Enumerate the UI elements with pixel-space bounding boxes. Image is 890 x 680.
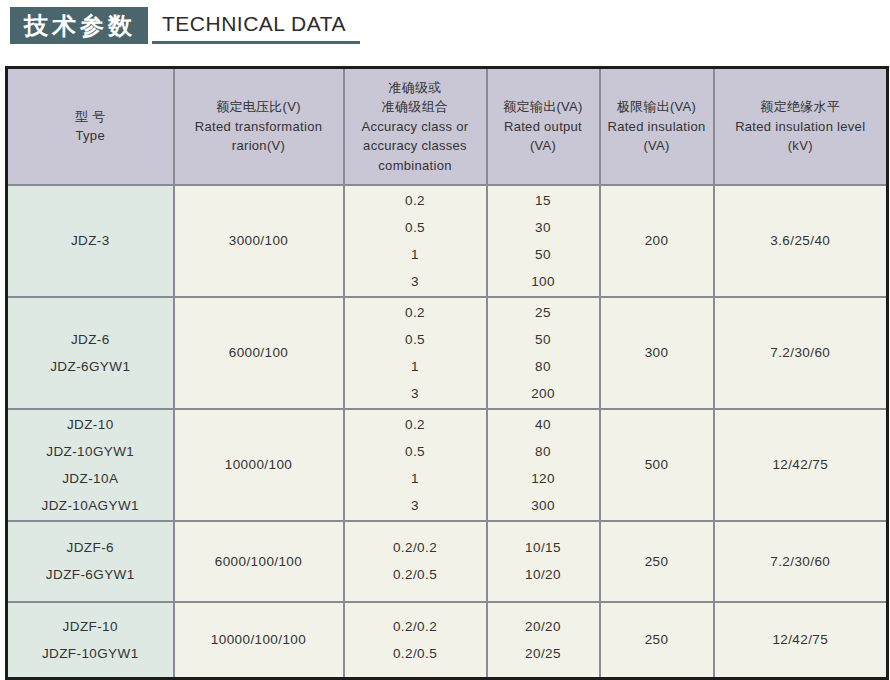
cell-accuracy: 0.2 0.5 1 3 (344, 409, 487, 521)
cell-insulation: 7.2/30/60 (714, 297, 888, 409)
page-title-chinese: 技术参数 (10, 7, 148, 44)
cell-insulation: 12/42/75 (714, 409, 888, 521)
cell-output: 20/20 20/25 (487, 602, 600, 679)
cell-type: JDZF-10 JDZF-10GYW1 (7, 602, 174, 679)
cell-type: JDZ-10 JDZ-10GYW1 JDZ-10A JDZ-10AGYW1 (7, 409, 174, 521)
cell-accuracy: 0.2/0.2 0.2/0.5 (344, 602, 487, 679)
cell-type: JDZ-3 (7, 185, 174, 297)
cell-accuracy: 0.2/0.2 0.2/0.5 (344, 521, 487, 602)
technical-data-table: 型 号 Type 额定电压比(V) Rated transformation r… (5, 66, 889, 680)
cell-limit: 200 (600, 185, 714, 297)
table-row: JDZ-10 JDZ-10GYW1 JDZ-10A JDZ-10AGYW1 10… (7, 409, 888, 521)
cell-output: 25 50 80 200 (487, 297, 600, 409)
cell-insulation: 3.6/25/40 (714, 185, 888, 297)
page-title-english: TECHNICAL DATA (152, 12, 360, 44)
cell-type: JDZ-6 JDZ-6GYW1 (7, 297, 174, 409)
table-row: JDZF-10 JDZF-10GYW1 10000/100/100 0.2/0.… (7, 602, 888, 679)
table-row: JDZF-6 JDZF-6GYW1 6000/100/100 0.2/0.2 0… (7, 521, 888, 602)
column-header-insulation: 额定绝缘水平 Rated insulation level (kV) (714, 68, 888, 185)
table-header-row: 型 号 Type 额定电压比(V) Rated transformation r… (7, 68, 888, 185)
column-header-limit: 极限输出(VA) Rated insulation (VA) (600, 68, 714, 185)
cell-limit: 250 (600, 521, 714, 602)
cell-ratio: 3000/100 (174, 185, 344, 297)
cell-limit: 300 (600, 297, 714, 409)
table-row: JDZ-3 3000/100 0.2 0.5 1 3 15 30 50 100 … (7, 185, 888, 297)
page-header: 技术参数 TECHNICAL DATA (10, 4, 890, 44)
cell-accuracy: 0.2 0.5 1 3 (344, 185, 487, 297)
cell-limit: 500 (600, 409, 714, 521)
table-row: JDZ-6 JDZ-6GYW1 6000/100 0.2 0.5 1 3 25 … (7, 297, 888, 409)
cell-output: 10/15 10/20 (487, 521, 600, 602)
column-header-output: 额定输出(VA) Rated output (VA) (487, 68, 600, 185)
cell-type: JDZF-6 JDZF-6GYW1 (7, 521, 174, 602)
cell-insulation: 7.2/30/60 (714, 521, 888, 602)
column-header-ratio: 额定电压比(V) Rated transformation rarion(V) (174, 68, 344, 185)
cell-ratio: 6000/100/100 (174, 521, 344, 602)
cell-ratio: 6000/100 (174, 297, 344, 409)
cell-output: 15 30 50 100 (487, 185, 600, 297)
cell-accuracy: 0.2 0.5 1 3 (344, 297, 487, 409)
cell-output: 40 80 120 300 (487, 409, 600, 521)
cell-ratio: 10000/100 (174, 409, 344, 521)
column-header-accuracy: 准确级或 准确级组合 Accuracy class or accuracy cl… (344, 68, 487, 185)
cell-insulation: 12/42/75 (714, 602, 888, 679)
column-header-type: 型 号 Type (7, 68, 174, 185)
cell-ratio: 10000/100/100 (174, 602, 344, 679)
cell-limit: 250 (600, 602, 714, 679)
